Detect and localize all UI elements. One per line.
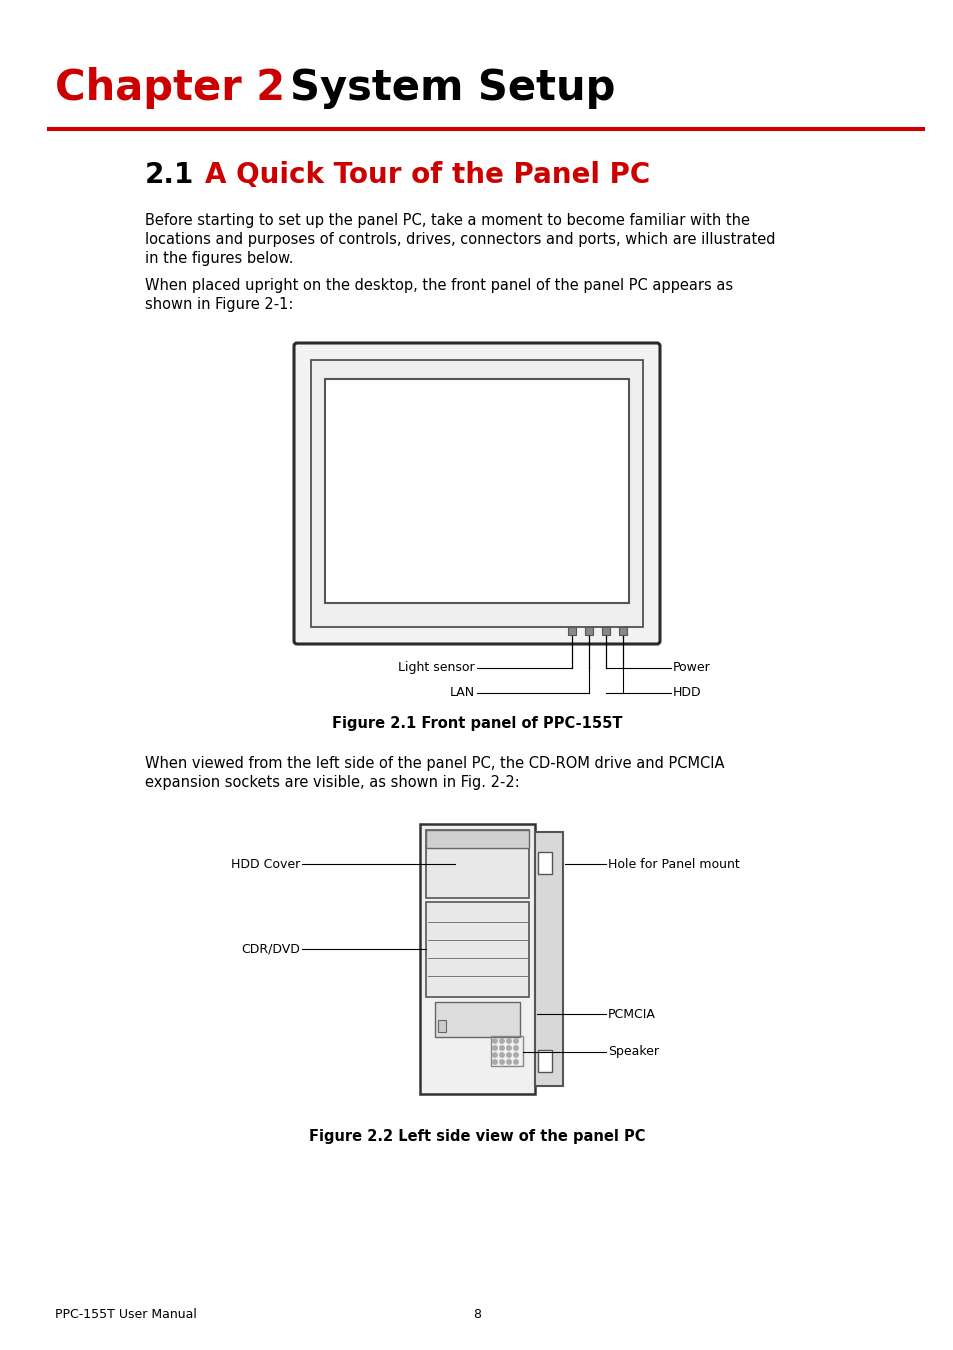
Circle shape	[514, 1053, 517, 1057]
Circle shape	[493, 1060, 497, 1064]
Circle shape	[514, 1046, 517, 1050]
Text: Chapter 2: Chapter 2	[55, 68, 285, 109]
Circle shape	[499, 1046, 504, 1050]
Circle shape	[493, 1053, 497, 1057]
Circle shape	[499, 1038, 504, 1044]
Bar	[437, 1021, 446, 1031]
Bar	[601, 626, 609, 634]
Text: shown in Figure 2-1:: shown in Figure 2-1:	[145, 297, 294, 312]
Bar	[535, 832, 562, 1085]
Text: When viewed from the left side of the panel PC, the CD-ROM drive and PCMCIA: When viewed from the left side of the pa…	[145, 756, 723, 771]
Circle shape	[499, 1053, 504, 1057]
Text: PCMCIA: PCMCIA	[607, 1007, 655, 1021]
Text: Before starting to set up the panel PC, take a moment to become familiar with th: Before starting to set up the panel PC, …	[145, 213, 749, 228]
Text: Figure 2.2 Left side view of the panel PC: Figure 2.2 Left side view of the panel P…	[309, 1129, 644, 1143]
Circle shape	[506, 1038, 511, 1044]
Bar	[435, 1002, 519, 1037]
Bar	[426, 830, 529, 898]
Circle shape	[506, 1046, 511, 1050]
Text: expansion sockets are visible, as shown in Fig. 2-2:: expansion sockets are visible, as shown …	[145, 775, 519, 790]
Bar	[311, 360, 642, 626]
Text: Light sensor: Light sensor	[398, 662, 475, 675]
Bar	[491, 1035, 522, 1066]
Bar	[537, 1050, 552, 1072]
Bar	[426, 902, 529, 998]
Bar	[567, 626, 576, 634]
Bar	[584, 626, 593, 634]
FancyBboxPatch shape	[294, 343, 659, 644]
Text: 2.1: 2.1	[145, 161, 194, 189]
Circle shape	[499, 1060, 504, 1064]
Text: Figure 2.1 Front panel of PPC-155T: Figure 2.1 Front panel of PPC-155T	[332, 716, 621, 730]
Text: When placed upright on the desktop, the front panel of the panel PC appears as: When placed upright on the desktop, the …	[145, 278, 732, 293]
Circle shape	[506, 1060, 511, 1064]
Circle shape	[493, 1038, 497, 1044]
Bar	[325, 379, 628, 603]
Text: 8: 8	[473, 1308, 480, 1322]
Text: PPC-155T User Manual: PPC-155T User Manual	[55, 1308, 196, 1322]
Text: CDR/DVD: CDR/DVD	[241, 942, 299, 956]
Text: HDD: HDD	[672, 687, 700, 699]
Text: A Quick Tour of the Panel PC: A Quick Tour of the Panel PC	[205, 161, 650, 189]
Bar	[426, 830, 529, 848]
Circle shape	[506, 1053, 511, 1057]
Text: Speaker: Speaker	[607, 1045, 659, 1058]
Bar	[618, 626, 626, 634]
Circle shape	[514, 1060, 517, 1064]
Circle shape	[514, 1038, 517, 1044]
Text: Power: Power	[672, 662, 710, 675]
Text: LAN: LAN	[450, 687, 475, 699]
Circle shape	[493, 1046, 497, 1050]
Bar	[537, 852, 552, 873]
Text: Hole for Panel mount: Hole for Panel mount	[607, 857, 739, 871]
Bar	[419, 824, 535, 1094]
Text: HDD Cover: HDD Cover	[231, 857, 299, 871]
Text: in the figures below.: in the figures below.	[145, 251, 294, 266]
Text: locations and purposes of controls, drives, connectors and ports, which are illu: locations and purposes of controls, driv…	[145, 232, 775, 247]
Text: System Setup: System Setup	[290, 68, 615, 109]
